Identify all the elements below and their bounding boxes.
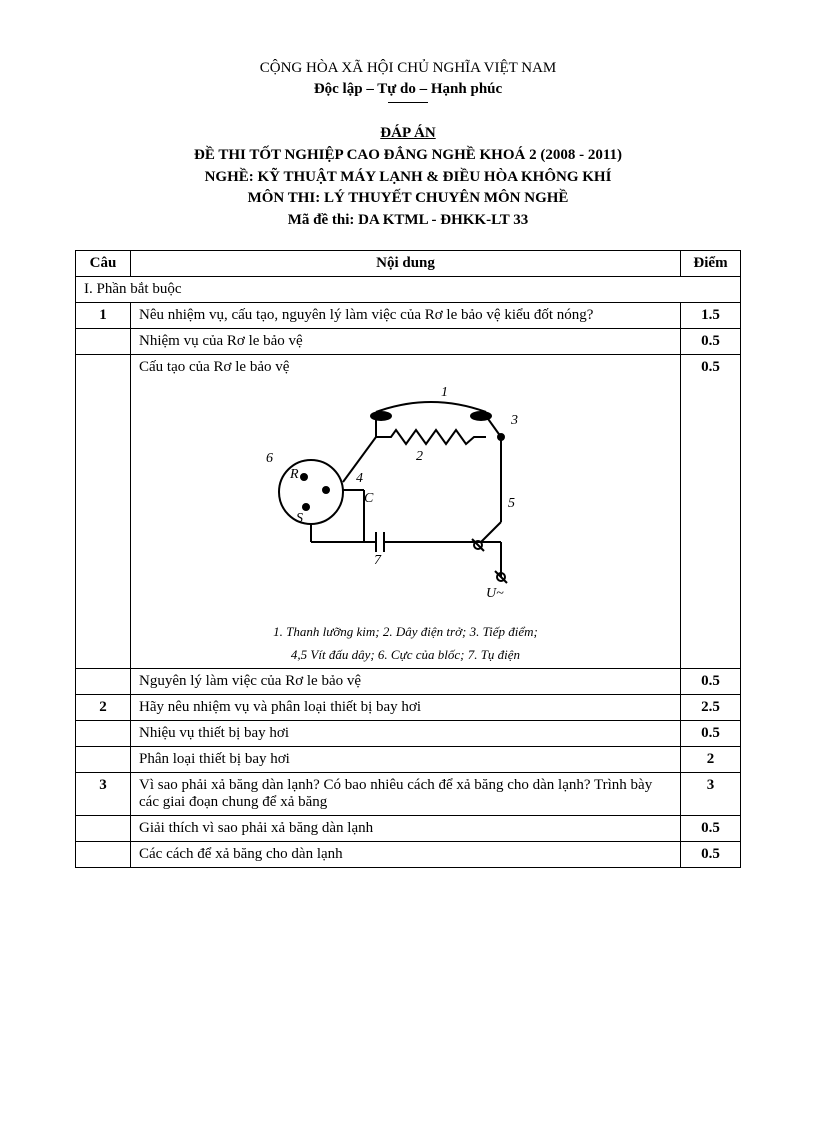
table-row: 1 Nêu nhiệm vụ, cấu tạo, nguyên lý làm v… [76, 302, 741, 328]
content-cell: Giải thích vì sao phải xả băng dàn lạnh [131, 815, 681, 841]
title-line5: Mã đề thi: DA KTML - ĐHKK-LT 33 [75, 210, 741, 232]
header-rule [388, 102, 428, 103]
cau-cell [76, 328, 131, 354]
content-cell: Nhiệu vụ thiết bị bay hơi [131, 720, 681, 746]
header-motto: Độc lập – Tự do – Hạnh phúc [75, 81, 741, 98]
answer-table: Câu Nội dung Điểm I. Phần bắt buộc 1 Nêu… [75, 250, 741, 868]
table-row: Nhiệm vụ của Rơ le bảo vệ 0.5 [76, 328, 741, 354]
table-row: Nguyên lý làm việc của Rơ le bảo vệ 0.5 [76, 668, 741, 694]
table-row: Phân loại thiết bị bay hơi 2 [76, 746, 741, 772]
title-block: ĐÁP ÁN ĐỀ THI TỐT NGHIỆP CAO ĐẲNG NGHỀ K… [75, 123, 741, 232]
cau-cell [76, 841, 131, 867]
diem-cell: 2.5 [681, 694, 741, 720]
diem-cell: 0.5 [681, 354, 741, 668]
content-cell: Vì sao phải xả băng dàn lạnh? Có bao nhi… [131, 772, 681, 815]
col-header-diem: Điểm [681, 250, 741, 276]
content-cell: Phân loại thiết bị bay hơi [131, 746, 681, 772]
diem-cell: 0.5 [681, 815, 741, 841]
label-4: 4 [356, 471, 363, 486]
label-3: 3 [510, 413, 518, 428]
diagram-caption2: 4,5 Vít đấu dây; 6. Cực của blốc; 7. Tụ … [139, 646, 672, 664]
section-label: I. Phần bắt buộc [76, 276, 741, 302]
diem-cell: 0.5 [681, 841, 741, 867]
label-1: 1 [441, 385, 448, 400]
label-2: 2 [416, 449, 423, 464]
cau-cell [76, 668, 131, 694]
content-cell: Nhiệm vụ của Rơ le bảo vệ [131, 328, 681, 354]
diagram-caption1: 1. Thanh lưỡng kim; 2. Dây điện trở; 3. … [139, 623, 672, 641]
diem-cell: 2 [681, 746, 741, 772]
table-header-row: Câu Nội dung Điểm [76, 250, 741, 276]
relay-svg: 1 2 3 4 5 6 7 R C S U~ [256, 382, 556, 612]
col-header-noidung: Nội dung [131, 250, 681, 276]
content-cell-diagram: Cấu tạo của Rơ le bảo vệ [131, 354, 681, 668]
section-row: I. Phần bắt buộc [76, 276, 741, 302]
relay-diagram: 1 2 3 4 5 6 7 R C S U~ 1. [139, 382, 672, 664]
cau-cell: 3 [76, 772, 131, 815]
table-row: 3 Vì sao phải xả băng dàn lạnh? Có bao n… [76, 772, 741, 815]
label-5: 5 [508, 496, 515, 511]
header-country: CỘNG HÒA XÃ HỘI CHỦ NGHĨA VIỆT NAM [75, 60, 741, 77]
content-text: Cấu tạo của Rơ le bảo vệ [139, 359, 672, 376]
col-header-cau: Câu [76, 250, 131, 276]
label-6: 6 [266, 451, 273, 466]
table-row: Cấu tạo của Rơ le bảo vệ [76, 354, 741, 668]
table-row: Các cách để xả băng cho dàn lạnh 0.5 [76, 841, 741, 867]
title-line2: ĐỀ THI TỐT NGHIỆP CAO ĐẲNG NGHỀ KHOÁ 2 (… [75, 145, 741, 167]
label-7: 7 [374, 553, 382, 568]
label-C: C [364, 491, 374, 506]
table-row: 2 Hãy nêu nhiệm vụ và phân loại thiết bị… [76, 694, 741, 720]
diem-cell: 1.5 [681, 302, 741, 328]
diem-cell: 0.5 [681, 668, 741, 694]
title-line3: NGHỀ: KỸ THUẬT MÁY LẠNH & ĐIỀU HÒA KHÔNG… [75, 167, 741, 189]
table-row: Nhiệu vụ thiết bị bay hơi 0.5 [76, 720, 741, 746]
title-line4: MÔN THI: LÝ THUYẾT CHUYÊN MÔN NGHỀ [75, 188, 741, 210]
diem-cell: 3 [681, 772, 741, 815]
content-cell: Nêu nhiệm vụ, cấu tạo, nguyên lý làm việ… [131, 302, 681, 328]
label-S: S [296, 511, 303, 526]
content-cell: Các cách để xả băng cho dàn lạnh [131, 841, 681, 867]
label-U: U~ [486, 586, 504, 601]
cau-cell: 2 [76, 694, 131, 720]
diem-cell: 0.5 [681, 720, 741, 746]
cau-cell [76, 815, 131, 841]
diem-cell: 0.5 [681, 328, 741, 354]
cau-cell [76, 354, 131, 668]
cau-cell [76, 746, 131, 772]
content-cell: Nguyên lý làm việc của Rơ le bảo vệ [131, 668, 681, 694]
cau-cell [76, 720, 131, 746]
table-row: Giải thích vì sao phải xả băng dàn lạnh … [76, 815, 741, 841]
cau-cell: 1 [76, 302, 131, 328]
label-R: R [289, 467, 299, 482]
title-line1: ĐÁP ÁN [75, 123, 741, 145]
content-cell: Hãy nêu nhiệm vụ và phân loại thiết bị b… [131, 694, 681, 720]
